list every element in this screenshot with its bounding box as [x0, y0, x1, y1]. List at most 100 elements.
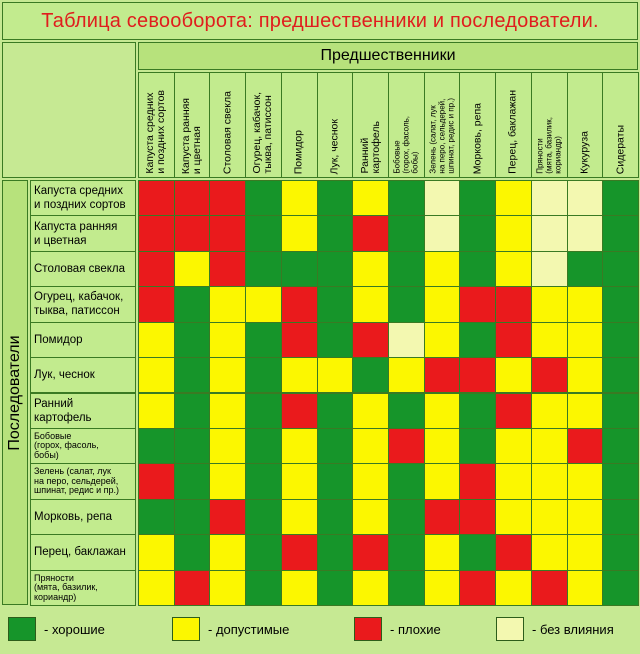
cell-good — [602, 250, 639, 288]
cell-bad — [459, 569, 497, 606]
cell-good — [173, 392, 211, 429]
cell-good — [316, 569, 354, 606]
cell-good — [459, 534, 497, 571]
cell-bad — [209, 250, 247, 288]
row-header: Огурец, кабачок, тыква, патиссон — [30, 286, 136, 323]
cell-bad — [566, 427, 604, 465]
cell-good — [459, 427, 497, 465]
cell-bad — [138, 250, 175, 288]
cell-bad — [459, 463, 497, 500]
cell-good — [245, 215, 282, 252]
legend-label-bad: - плохие — [390, 622, 441, 637]
legend: - хорошие - допустимые - плохие - без вл… — [0, 607, 640, 654]
column-header-label: Кукуруза — [578, 131, 591, 174]
cell-good — [173, 286, 211, 323]
cell-bad — [352, 215, 389, 252]
cell-good — [173, 463, 211, 500]
cell-ok — [352, 392, 389, 429]
cell-ok — [495, 498, 532, 536]
cell-ok — [173, 250, 211, 288]
cell-ok — [138, 357, 175, 394]
column-header: Огурец, кабачок, тыква, патиссон — [245, 72, 282, 178]
cell-ok — [566, 357, 604, 394]
cell-good — [316, 534, 354, 571]
cell-good — [280, 250, 318, 288]
cell-bad — [459, 286, 497, 323]
column-header: Перец, баклажан — [495, 72, 532, 178]
column-header: Капуста ранняя и цветная — [173, 72, 211, 178]
cell-ok — [352, 463, 389, 500]
cell-good — [173, 498, 211, 536]
column-header: Зелень (салат, лук на перо, сельдерей, ш… — [423, 72, 461, 178]
cell-good — [245, 427, 282, 465]
cell-bad — [459, 498, 497, 536]
cell-ok — [280, 215, 318, 252]
cell-ok — [352, 498, 389, 536]
cell-good — [602, 392, 639, 429]
cell-good — [387, 180, 425, 217]
cell-bad — [495, 392, 532, 429]
cell-ok — [530, 498, 568, 536]
cell-good — [245, 569, 282, 606]
cell-good — [459, 250, 497, 288]
cell-bad — [352, 321, 389, 359]
cell-ok — [566, 286, 604, 323]
cell-good — [316, 498, 354, 536]
cell-ok — [316, 357, 354, 394]
cell-good — [173, 357, 211, 394]
cell-ok — [566, 463, 604, 500]
cell-good — [316, 392, 354, 429]
column-header: Капуста средних и поздних сортов — [138, 72, 175, 178]
column-header-label: Помидор — [292, 129, 305, 174]
cell-ok — [423, 250, 461, 288]
cell-none — [566, 180, 604, 217]
cell-good — [245, 321, 282, 359]
cell-good — [316, 286, 354, 323]
cell-bad — [495, 321, 532, 359]
cell-bad — [459, 357, 497, 394]
cell-good — [245, 250, 282, 288]
cell-none — [530, 215, 568, 252]
cell-good — [387, 463, 425, 500]
cell-ok — [495, 463, 532, 500]
cell-ok — [530, 534, 568, 571]
cell-ok — [209, 463, 247, 500]
cell-bad — [280, 286, 318, 323]
legend-swatch-bad — [354, 617, 382, 641]
cell-ok — [566, 498, 604, 536]
cell-bad — [209, 498, 247, 536]
row-header: Зелень (салат, лук на перо, сельдерей, ш… — [30, 463, 136, 500]
cell-ok — [530, 321, 568, 359]
cell-good — [316, 180, 354, 217]
cell-ok — [280, 463, 318, 500]
cell-good — [602, 321, 639, 359]
column-header-label: Капуста ранняя и цветная — [180, 97, 204, 174]
cell-none — [423, 180, 461, 217]
cell-ok — [245, 286, 282, 323]
cell-bad — [530, 357, 568, 394]
cell-ok — [138, 321, 175, 359]
cell-ok — [352, 250, 389, 288]
followers-sidebar: Последователи — [2, 180, 28, 605]
cell-bad — [138, 215, 175, 252]
cell-good — [316, 463, 354, 500]
column-header-label: Сидераты — [614, 124, 627, 174]
legend-label-good: - хорошие — [44, 622, 105, 637]
cell-ok — [138, 569, 175, 606]
cell-good — [602, 357, 639, 394]
cell-ok — [280, 427, 318, 465]
column-header-label: Капуста средних и поздних сортов — [144, 90, 168, 174]
cell-bad — [280, 392, 318, 429]
cell-good — [316, 321, 354, 359]
cell-good — [245, 357, 282, 394]
legend-label-ok: - допустимые — [208, 622, 290, 637]
cell-bad — [280, 534, 318, 571]
legend-swatch-none — [496, 617, 524, 641]
column-header-label: Столовая свекла — [221, 90, 234, 174]
cell-bad — [423, 357, 461, 394]
legend-label-none: - без влияния — [532, 622, 614, 637]
cell-ok — [495, 250, 532, 288]
cell-ok — [495, 215, 532, 252]
cell-good — [602, 463, 639, 500]
cell-good — [352, 357, 389, 394]
